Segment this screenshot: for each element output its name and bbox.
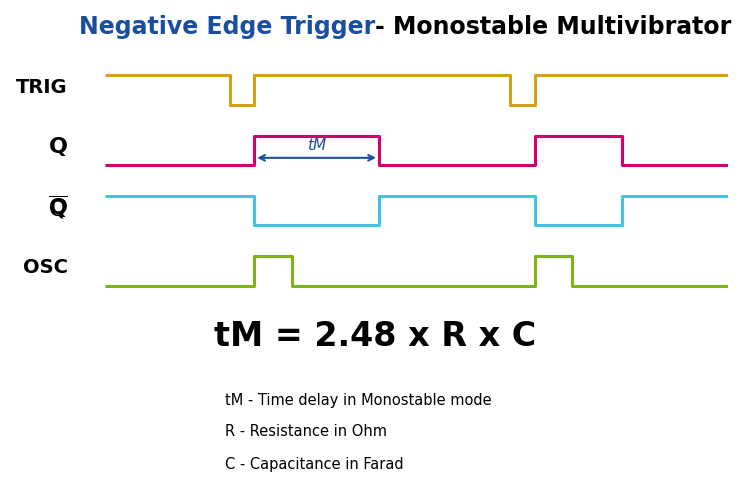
Text: TRIG: TRIG xyxy=(16,78,68,97)
Text: R - Resistance in Ohm: R - Resistance in Ohm xyxy=(225,424,387,440)
Text: OSC: OSC xyxy=(22,258,68,277)
Text: Q: Q xyxy=(49,138,68,158)
Text: tM = 2.48 x R x C: tM = 2.48 x R x C xyxy=(214,320,536,352)
Text: $\overline{\mathrm{Q}}$: $\overline{\mathrm{Q}}$ xyxy=(48,194,68,221)
Text: tM: tM xyxy=(307,138,326,154)
Text: Q: Q xyxy=(49,198,68,218)
Text: C - Capacitance in Farad: C - Capacitance in Farad xyxy=(225,456,404,471)
Text: - Monostable Multivibrator: - Monostable Multivibrator xyxy=(375,15,731,39)
Text: Negative Edge Trigger: Negative Edge Trigger xyxy=(79,15,375,39)
Text: tM - Time delay in Monostable mode: tM - Time delay in Monostable mode xyxy=(225,392,492,407)
